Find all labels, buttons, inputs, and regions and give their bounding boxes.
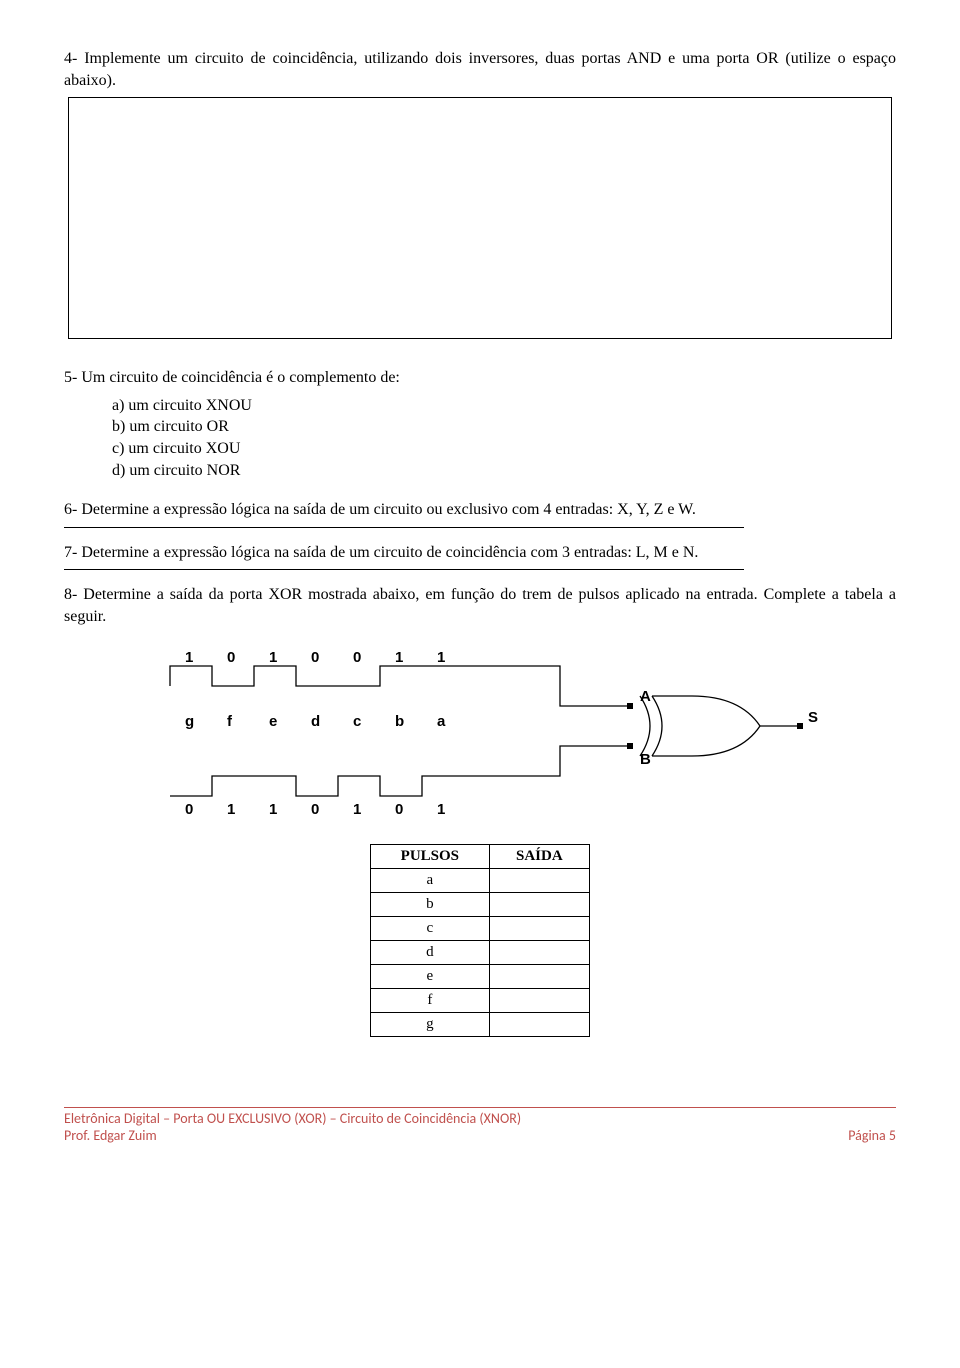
bot-bit-2: 1 [269,801,277,818]
q4-answer-box [68,97,892,339]
q7-blank [64,569,896,570]
row-a-out [489,868,589,892]
th-pulsos: PULSOS [371,844,490,868]
row-g-out [489,1012,589,1036]
timing-diagram: 1 0 1 0 0 1 1 g f e d c b a 0 1 1 0 1 0 … [140,646,820,826]
col-label-1: f [227,713,233,730]
col-label-5: b [395,713,404,730]
top-bit-4: 0 [353,649,361,666]
q7-text: 7- Determine a expressão lógica na saída… [64,542,896,564]
bot-bit-5: 0 [395,801,403,818]
row-f: f [371,988,490,1012]
col-label-4: c [353,713,361,730]
q5-lead: 5- Um circuito de coincidência é o compl… [64,367,896,389]
top-bit-1: 0 [227,649,235,666]
top-bit-6: 1 [437,649,445,666]
pulse-table: PULSOS SAÍDA a b c d e f g [370,844,590,1037]
col-label-3: d [311,713,320,730]
top-bit-0: 1 [185,649,193,666]
footer-line2: Prof. Edgar Zuim [64,1127,521,1144]
row-c: c [371,916,490,940]
col-label-2: e [269,713,277,730]
page-footer: Eletrônica Digital – Porta OU EXCLUSIVO … [64,1108,896,1144]
col-label-6: a [437,713,446,730]
top-bit-3: 0 [311,649,319,666]
bot-bit-3: 0 [311,801,319,818]
row-a: a [371,868,490,892]
q5-opt-a: a) um circuito XNOU [112,395,896,417]
top-bit-5: 1 [395,649,403,666]
bot-bit-6: 1 [437,801,445,818]
q8-text: 8- Determine a saída da porta XOR mostra… [64,584,896,627]
q5-opt-c: c) um circuito XOU [112,438,896,460]
output-s-label: S [808,709,818,726]
bot-bit-0: 0 [185,801,193,818]
row-c-out [489,916,589,940]
row-b-out [489,892,589,916]
input-a-label: A [640,688,651,705]
bot-bit-4: 1 [353,801,361,818]
q5-opt-d: d) um circuito NOR [112,460,896,482]
row-g: g [371,1012,490,1036]
row-e: e [371,964,490,988]
row-f-out [489,988,589,1012]
row-d-out [489,940,589,964]
row-d: d [371,940,490,964]
th-saida: SAÍDA [489,844,589,868]
q4-text: 4- Implemente um circuito de coincidênci… [64,48,896,91]
q5-opt-b: b) um circuito OR [112,416,896,438]
footer-page: Página 5 [848,1127,896,1144]
q6-text: 6- Determine a expressão lógica na saída… [64,499,896,521]
row-e-out [489,964,589,988]
q6-blank [64,527,896,528]
bot-bit-1: 1 [227,801,235,818]
top-bit-2: 1 [269,649,277,666]
footer-line1: Eletrônica Digital – Porta OU EXCLUSIVO … [64,1110,521,1127]
row-b: b [371,892,490,916]
q5-options: a) um circuito XNOU b) um circuito OR c)… [112,395,896,481]
col-label-0: g [185,713,194,730]
